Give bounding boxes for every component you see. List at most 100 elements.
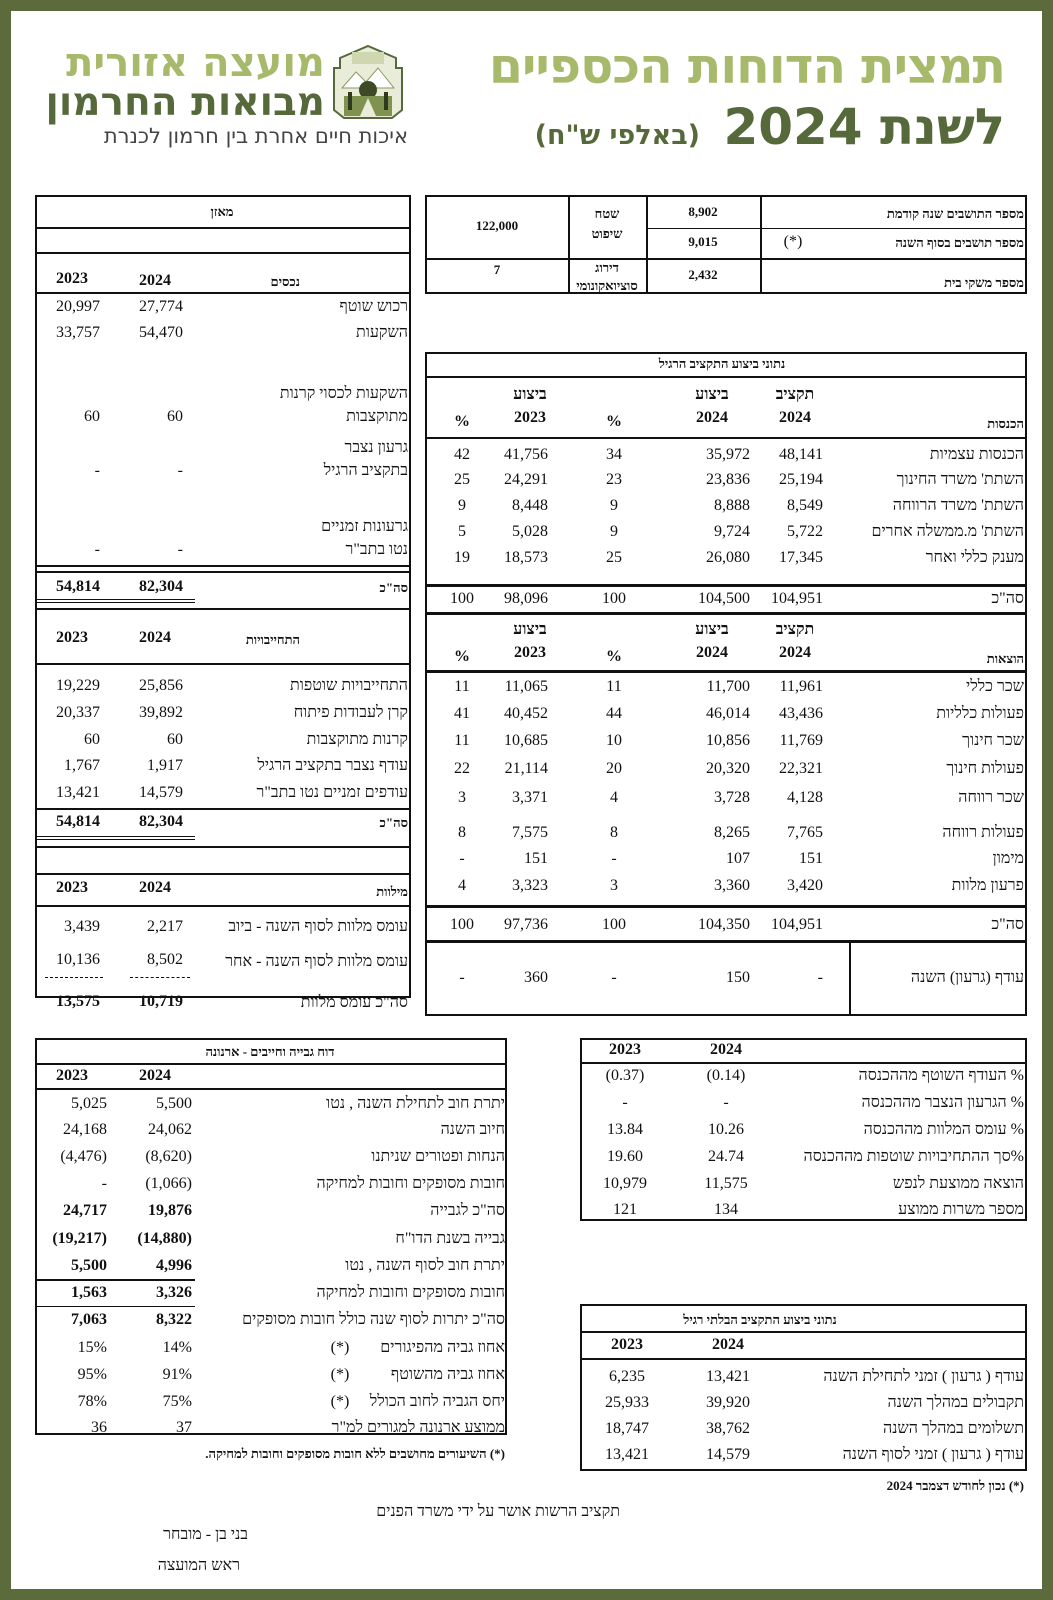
surplus-row-pct-2023: - xyxy=(459,969,465,986)
liability-value-2023: 13,421 xyxy=(56,784,100,801)
col-exec-year: 2023 xyxy=(514,644,546,661)
balance-sheet xyxy=(35,195,411,998)
collection-value-2024: 91% xyxy=(162,1366,192,1383)
collection-value-2023: 24,168 xyxy=(63,1121,107,1138)
expense-row-label: שכר רווחה xyxy=(958,789,1024,806)
collection-label: אחוז גביה מהשוטף xyxy=(390,1366,505,1383)
liability-label: קרנות מתוקצבות xyxy=(306,731,408,748)
section-header: הכנסות xyxy=(987,416,1024,431)
nonregular-title: נתוני ביצוע התקציב הבלתי רגיל xyxy=(683,1312,837,1327)
divider xyxy=(425,670,1027,673)
collection-value-2024: 75% xyxy=(162,1393,192,1410)
residents-prev-label: מספר התושבים שנה קודמת xyxy=(886,206,1024,221)
collection-value-2023: 1,563 xyxy=(71,1284,107,1301)
expense-row-pct-2024: 11 xyxy=(606,678,622,695)
report-subtitle: לשנת 2024 (באלפי ש"ח) xyxy=(535,98,1005,156)
divider xyxy=(580,1331,1027,1333)
nonregular-budget-table xyxy=(580,1304,1027,1471)
indicator-value-2023: 19.60 xyxy=(607,1148,643,1165)
expense-row-exec-2023: 151 xyxy=(524,850,548,867)
nonregular-value-2024: 14,579 xyxy=(706,1446,750,1463)
collection-label: יחס הגביה לחוב הכולל xyxy=(369,1393,505,1410)
divider xyxy=(646,195,648,294)
liabilities-total-2024: 82,304 xyxy=(139,813,183,830)
col-budget-year: 2024 xyxy=(779,644,811,661)
indicator-label: % העודף השוטף מההכנסה xyxy=(858,1067,1024,1084)
col-2023: 2023 xyxy=(56,1067,88,1084)
expense-total-pct-2024: 100 xyxy=(602,916,626,933)
col-exec-year: 2024 xyxy=(696,409,728,426)
expense-row-pct-2024: 8 xyxy=(610,824,618,841)
divider xyxy=(425,437,1027,439)
divider xyxy=(580,1358,1027,1360)
divider xyxy=(425,940,1027,943)
divider xyxy=(35,663,411,665)
date-footnote: (*) נכון לחודש דצמבר 2024 xyxy=(886,1478,1024,1493)
report-unit: (באלפי ש"ח) xyxy=(534,120,701,151)
income-row-exec-2024: 23,836 xyxy=(706,471,750,488)
indicator-value-2023: 13.84 xyxy=(607,1121,643,1138)
assets-total-2023: 54,814 xyxy=(56,578,100,595)
liability-value-2023: 60 xyxy=(84,731,100,748)
socio-label-1: דירוג xyxy=(595,260,619,275)
expense-row-budget: 7,765 xyxy=(787,824,823,841)
households-label: מספר משקי בית xyxy=(944,275,1024,290)
collection-label: יתרת חוב לתחילת השנה , נטו xyxy=(326,1095,505,1112)
indicator-label: %סך ההתחיבויות שוטפות מההכנסה xyxy=(803,1148,1024,1165)
expense-total-exec-2023: 97,736 xyxy=(504,916,548,933)
income-row-budget: 25,194 xyxy=(779,471,823,488)
col-exec-label: ביצוע xyxy=(695,386,729,403)
divider xyxy=(568,195,570,294)
liability-value-2024: 39,892 xyxy=(139,704,183,721)
indicator-value-2023: 121 xyxy=(613,1201,637,1218)
collection-value-2023: - xyxy=(101,1175,107,1192)
indicator-value-2024: (0.14) xyxy=(706,1067,746,1084)
expense-row-exec-2023: 3,371 xyxy=(512,789,548,806)
collection-label: סה"כ יתרות לסוף שנה כולל חובות מסופקים xyxy=(242,1311,505,1328)
loan-label: עומס מלוות לסוף השנה - ביוב xyxy=(228,918,408,935)
socio-value: 7 xyxy=(493,262,501,277)
income-row-pct-2023: 9 xyxy=(458,497,466,514)
asset-label: גרעונות זמניים xyxy=(321,518,408,535)
divider xyxy=(425,376,1027,378)
asset-value-2023: - xyxy=(94,462,100,479)
collection-value-2023: 24,717 xyxy=(63,1202,107,1219)
asset-label: נטו בתב"ר xyxy=(345,541,408,558)
col-2024: 2024 xyxy=(139,272,171,289)
indicator-value-2024: 24.74 xyxy=(708,1148,744,1165)
collection-label: גבייה בשנת הדו"ח xyxy=(395,1230,505,1247)
income-row-label: השתת' משרד הרווחה xyxy=(892,497,1024,514)
collection-value-2023: 5,025 xyxy=(71,1095,107,1112)
loan-value-2023: 3,439 xyxy=(64,918,100,935)
divider xyxy=(760,195,762,294)
expense-row-label: שכר חינוך xyxy=(962,732,1024,749)
collection-title: דוח גבייה וחייבים - ארנונה xyxy=(205,1044,335,1059)
expense-row-label: פעולות חינוך xyxy=(946,760,1024,777)
assets-total-2024: 82,304 xyxy=(139,578,183,595)
liability-value-2023: 19,229 xyxy=(56,677,100,694)
residents-end-label: מספר תושבים בסוף השנה xyxy=(895,235,1024,250)
divider xyxy=(35,565,411,567)
households-value: 2,432 xyxy=(688,267,718,282)
col-2024: 2024 xyxy=(712,1336,744,1353)
col-2023: 2023 xyxy=(56,629,88,646)
approval-note: תקציב הרשות אושר על ידי משרד הפנים xyxy=(376,1503,620,1520)
divider xyxy=(35,608,411,610)
collection-value-2023: 15% xyxy=(77,1339,107,1356)
expense-row-pct-2023: 22 xyxy=(454,760,470,777)
divider xyxy=(580,1062,1027,1064)
nonregular-value-2024: 39,920 xyxy=(706,1394,750,1411)
loan-value-2023: 10,136 xyxy=(56,951,100,968)
income-row-pct-2023: 19 xyxy=(454,549,470,566)
col-exec-year: 2024 xyxy=(696,644,728,661)
collection-note: (*) xyxy=(330,1339,350,1356)
income-total-exec-2023: 98,096 xyxy=(504,590,548,607)
divider xyxy=(35,252,411,254)
signer-title: ראש המועצה xyxy=(157,1557,240,1574)
collection-value-2024: 19,876 xyxy=(148,1202,192,1219)
asset-value-2023: 33,757 xyxy=(56,324,100,341)
col-2023: 2023 xyxy=(56,270,88,287)
expense-row-exec-2023: 10,685 xyxy=(504,732,548,749)
